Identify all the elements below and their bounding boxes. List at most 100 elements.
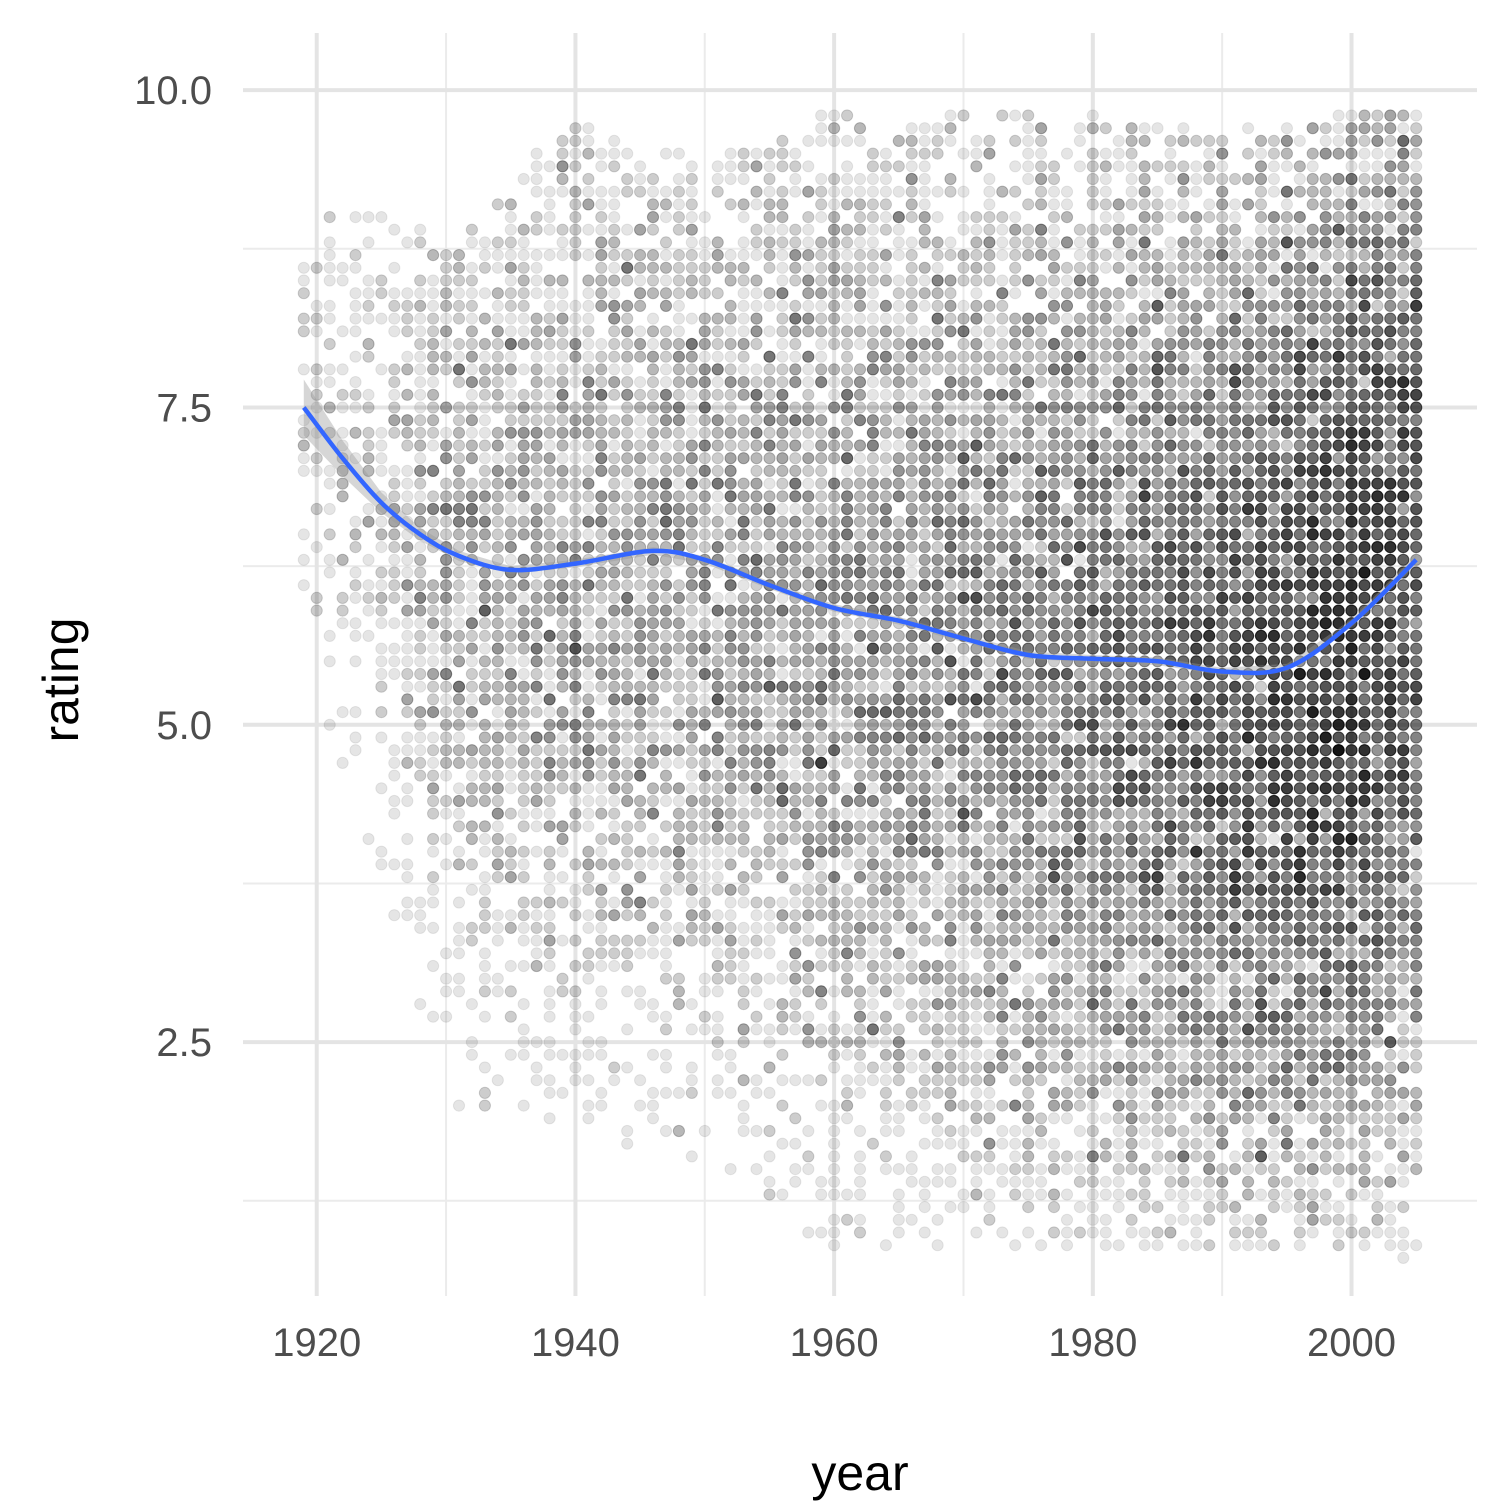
scatter-point [634,744,647,757]
scatter-point [401,896,414,909]
scatter-point [478,261,491,274]
scatter-point [685,452,698,465]
scatter-point [427,883,440,896]
scatter-point [776,223,789,236]
scatter-point [776,782,789,795]
scatter-point [685,794,698,808]
scatter-point [724,693,737,706]
scatter-point [427,667,440,681]
scatter-point [685,832,698,846]
scatter-point [763,439,776,452]
scatter-point [517,1099,530,1112]
scatter-point [776,198,789,211]
scatter-point [569,934,582,947]
scatter-point [504,769,517,782]
scatter-point [724,909,737,922]
scatter-point [556,477,569,490]
scatter-point [776,274,789,287]
scatter-point [659,401,673,414]
scatter-point [569,1074,582,1087]
scatter-point [582,1099,595,1112]
scatter-point [478,541,491,554]
scatter-point [724,959,737,973]
scatter-point [323,718,336,731]
scatter-point [621,655,634,668]
scatter-point [659,972,673,985]
scatter-point [414,642,427,655]
scatter-point [362,426,375,439]
scatter-point [621,439,634,452]
scatter-point [569,439,582,452]
scatter-point [608,502,621,516]
scatter-point [763,756,776,770]
scatter-point [491,731,504,744]
scatter-point [789,1010,802,1023]
scatter-point [659,515,673,528]
scatter-point [349,249,362,262]
scatter-point [543,947,556,960]
scatter-point [621,1061,634,1074]
scatter-point [504,756,517,770]
scatter-point [401,325,414,338]
scatter-point [414,312,427,325]
scatter-point [672,998,686,1011]
scatter-point [659,604,673,617]
scatter-point [569,122,582,135]
scatter-point [750,706,763,719]
scatter-point [776,667,789,681]
scatter-point [608,414,621,427]
scatter-point [440,807,453,820]
scatter-point [672,439,686,452]
scatter-point [776,998,789,1011]
scatter-point [724,617,737,630]
scatter-point [646,502,660,516]
scatter-point [672,604,686,617]
scatter-point [375,464,388,477]
scatter-point [414,909,427,922]
scatter-point [427,439,440,452]
scatter-point [595,921,608,935]
scatter-point [672,388,686,401]
scatter-point [685,185,698,198]
scatter-point [530,426,543,439]
scatter-point [569,718,582,731]
scatter-point [621,794,634,808]
scatter-point [556,325,569,338]
scatter-point [452,972,466,985]
scatter-point [698,566,711,579]
scatter-point [763,477,776,490]
scatter-point [569,883,582,896]
scatter-point [582,401,595,414]
scatter-point [763,591,776,605]
scatter-point [685,845,698,858]
scatter-point [737,820,750,833]
scatter-point [452,312,466,325]
scatter-point [776,464,789,477]
scatter-point [465,223,478,236]
scatter-point [556,337,569,351]
scatter-point [478,718,491,731]
scatter-point [362,299,375,312]
scatter-point [659,667,673,681]
scatter-point [698,1023,711,1036]
scatter-point [621,350,634,363]
scatter-point [323,553,336,566]
scatter-point [750,921,763,935]
scatter-point [543,998,556,1011]
scatter-point [504,591,517,605]
scatter-point [504,439,517,452]
scatter-point [659,744,673,757]
scatter-point [776,832,789,846]
scatter-point [634,680,647,693]
scatter-point [517,1023,530,1036]
scatter-point [608,782,621,795]
scatter-point [336,756,349,770]
scatter-point [698,528,711,541]
scatter-point [427,693,440,706]
scatter-point [543,1074,556,1087]
scatter-point [414,553,427,566]
scatter-point [452,985,466,998]
scatter-point [478,642,491,655]
scatter-point [504,553,517,566]
scatter-point [698,718,711,731]
